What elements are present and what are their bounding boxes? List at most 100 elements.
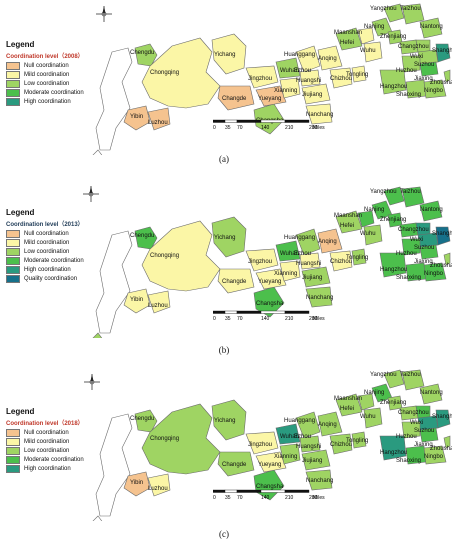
scale-segment: [224, 310, 238, 314]
city-label-chongqing: Chongqing: [150, 70, 179, 76]
legend-item-low: Low coordination: [6, 248, 84, 256]
city-label-yibin: Yibin: [130, 480, 143, 486]
city-label-xianning: Xianning: [274, 454, 297, 460]
region-anqing: [317, 411, 343, 437]
city-label-jingzhou: Jingzhou: [248, 442, 272, 448]
scale-tick-label: 0: [213, 495, 216, 500]
scale-tick-label: 210: [285, 316, 294, 321]
scale-tick-label: 280: [309, 495, 318, 500]
city-label-yueyang: Yueyang: [258, 462, 281, 468]
region-yangzhou: [383, 3, 405, 23]
legend-item-high: High coordination: [6, 465, 84, 473]
legend-a: Legend Coordination level（2008） Null coo…: [6, 40, 84, 107]
legend-title: Legend: [6, 407, 35, 416]
city-label-yibin: Yibin: [130, 114, 143, 120]
legend-item-moderate: Moderate coordination: [6, 456, 84, 464]
legend-item-quality: Quality coordination: [6, 275, 84, 283]
region-huzhou: [401, 421, 421, 439]
region-maanshan: [357, 393, 375, 411]
region-nantong: [419, 383, 443, 405]
city-label-changde: Changde: [222, 96, 247, 102]
legend-swatch: [6, 266, 20, 274]
map-panel-c: PanzhihuaChengduYibinLuzhouChongqingYich…: [0, 366, 452, 548]
city-label-jingzhou: Jingzhou: [248, 76, 272, 82]
city-label-zhoushan: Zhoushan: [430, 446, 452, 452]
scale-tick-label: 0: [213, 316, 216, 321]
region-nantong: [419, 200, 443, 222]
legend-title: Legend: [6, 208, 35, 217]
legend-label: Moderate coordination: [24, 90, 84, 96]
region-xianning: [279, 260, 301, 282]
region-tongling: [351, 65, 367, 83]
region-panzhihua: [92, 149, 103, 155]
city-label-tongling: Tongling: [346, 72, 368, 78]
city-label-nanchang: Nanchang: [306, 112, 333, 118]
region-chizhou: [329, 433, 353, 455]
region-zhoushan: [443, 69, 451, 83]
city-label-changsha: Changsha: [256, 301, 284, 307]
legend-item-mild: Mild coordination: [6, 438, 84, 446]
scale-tick-label: 210: [285, 495, 294, 500]
legend-swatch: [6, 447, 20, 455]
region-jiaxing: [419, 427, 439, 443]
region-ningbo: [423, 445, 447, 465]
city-label-luzhou: Luzhou: [148, 486, 168, 492]
legend-title: Legend: [6, 40, 35, 49]
city-label-huanggang: Huanggang: [284, 418, 315, 424]
legend-swatch: [6, 89, 20, 97]
city-label-zhoushan: Zhoushan: [430, 80, 452, 86]
city-label-shanghai: Shanghai: [432, 231, 452, 237]
region-huanggang: [295, 45, 321, 73]
city-label-changde: Changde: [222, 462, 247, 468]
region-panzhihua: [92, 515, 103, 521]
region-hefei: [335, 210, 363, 234]
city-label-nantong: Nantong: [420, 24, 443, 30]
city-label-shanghai: Shanghai: [432, 414, 452, 420]
region-zhoushan: [443, 252, 451, 266]
city-label-hangzhou: Hangzhou: [380, 450, 407, 456]
region-yangzhou: [383, 186, 405, 206]
city-label-yibin: Yibin: [130, 297, 143, 303]
region-yueyang: [255, 85, 287, 107]
legend-item-mild: Mild coordination: [6, 71, 84, 79]
region-jiujiang: [301, 266, 331, 288]
legend-subtitle: Coordination level（2018）: [6, 421, 84, 427]
legend-item-null: Null coordination: [6, 230, 84, 238]
region-chongqing: [141, 220, 221, 292]
city-label-yichang: Yichang: [214, 418, 235, 424]
city-label-zhoushan: Zhoushan: [430, 263, 452, 269]
city-label-wuxi: Wuxi: [410, 420, 423, 426]
scale-segment: [260, 119, 286, 123]
map-panel-b: PanzhihuaChengduYibinLuzhouChongqingYich…: [0, 183, 452, 365]
city-label-huzhou: Huzhou: [396, 251, 417, 257]
region-jiaxing: [419, 61, 439, 77]
region-jingzhou: [245, 248, 279, 272]
legend-label: Low coordination: [24, 249, 70, 255]
scale-tick-label: 70: [237, 316, 243, 321]
region-nanchang: [305, 469, 333, 491]
city-label-yichang: Yichang: [214, 235, 235, 241]
region-huangshi: [299, 252, 321, 270]
region-huanggang: [295, 228, 321, 256]
city-label-nantong: Nantong: [420, 207, 443, 213]
city-label-chizhou: Chizhou: [330, 259, 352, 265]
region-huangshi: [299, 435, 321, 453]
region-chengdu: [134, 409, 158, 433]
city-label-suzhou: Suzhou: [414, 62, 434, 68]
city-label-yangzhou: Yangzhou: [370, 372, 397, 378]
region-chongqing: [141, 403, 221, 475]
city-label-suzhou: Suzhou: [414, 245, 434, 251]
region-yibin: [123, 471, 151, 497]
region-yibin: [123, 288, 151, 314]
region-hangzhou: [379, 252, 407, 278]
city-label-chongqing: Chongqing: [150, 436, 179, 442]
city-label-wuhan: Wuhan: [280, 251, 299, 257]
scale-segment: [260, 310, 286, 314]
city-label-jingzhou: Jingzhou: [248, 259, 272, 265]
scale-unit: Miles: [313, 125, 325, 130]
city-label-chongqing: Chongqing: [150, 253, 179, 259]
map-a: PanzhihuaChengduYibinLuzhouChongqingYich…: [92, 3, 452, 155]
region-wuhan: [275, 240, 301, 262]
